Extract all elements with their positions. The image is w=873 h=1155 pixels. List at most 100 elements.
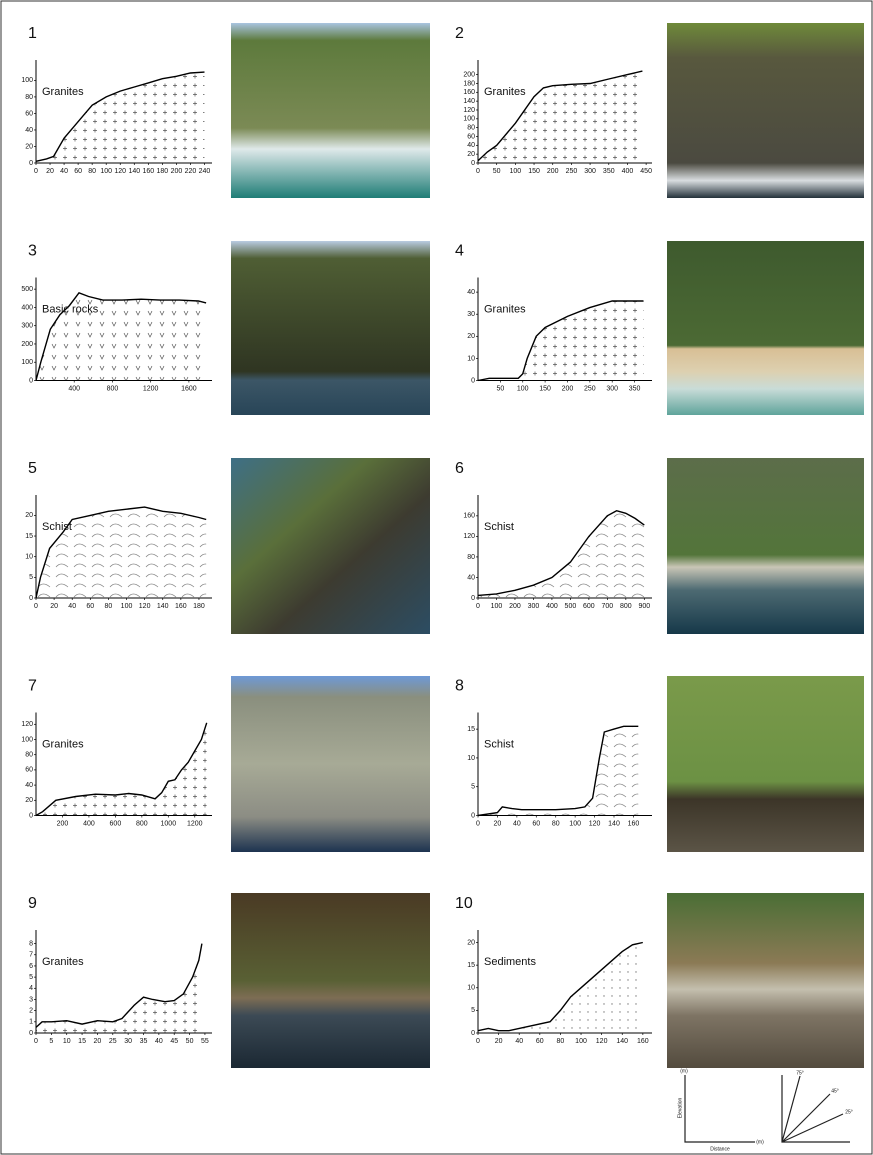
y-tick-label: 0 bbox=[29, 377, 33, 384]
y-tick-label: 180 bbox=[463, 80, 475, 87]
x-tick-label: 45 bbox=[170, 1038, 178, 1045]
x-tick-label: 100 bbox=[517, 385, 529, 392]
x-tick-label: 140 bbox=[128, 168, 140, 175]
y-tick-label: 120 bbox=[21, 721, 33, 728]
x-tick-label: 1200 bbox=[143, 385, 159, 392]
x-tick-label: 40 bbox=[513, 820, 521, 827]
x-tick-label: 0 bbox=[476, 168, 480, 175]
y-tick-label: 40 bbox=[467, 142, 475, 149]
panel-number: 5 bbox=[28, 460, 37, 477]
photo bbox=[667, 23, 864, 198]
x-tick-label: 0 bbox=[476, 820, 480, 827]
key-angle: 45° bbox=[831, 1088, 839, 1094]
y-tick-label: 15 bbox=[467, 726, 475, 733]
y-tick-label: 500 bbox=[21, 286, 33, 293]
y-tick-label: 80 bbox=[25, 94, 33, 101]
y-tick-label: 5 bbox=[29, 574, 33, 581]
x-tick-label: 0 bbox=[34, 168, 38, 175]
panel-number: 4 bbox=[455, 243, 464, 260]
rock-label: Granites bbox=[42, 738, 84, 750]
panel-number: 10 bbox=[455, 895, 473, 912]
panel-number: 3 bbox=[28, 243, 37, 260]
key-y-unit: (m) bbox=[680, 1068, 688, 1074]
y-tick-label: 4 bbox=[29, 985, 33, 992]
y-tick-label: 100 bbox=[21, 736, 33, 743]
y-tick-label: 15 bbox=[467, 962, 475, 969]
x-tick-label: 150 bbox=[528, 168, 540, 175]
x-tick-label: 100 bbox=[100, 168, 112, 175]
key-y-label: Elevation bbox=[677, 1098, 683, 1119]
y-tick-label: 80 bbox=[467, 554, 475, 561]
photo bbox=[667, 893, 864, 1068]
y-tick-label: 40 bbox=[467, 289, 475, 296]
y-tick-label: 10 bbox=[25, 554, 33, 561]
y-tick-label: 5 bbox=[471, 784, 475, 791]
x-tick-label: 60 bbox=[536, 1038, 544, 1045]
y-tick-label: 10 bbox=[467, 755, 475, 762]
panel-number: 7 bbox=[28, 678, 37, 695]
x-tick-label: 60 bbox=[86, 603, 94, 610]
x-tick-label: 220 bbox=[185, 168, 197, 175]
x-tick-label: 80 bbox=[105, 603, 113, 610]
x-tick-label: 120 bbox=[139, 603, 151, 610]
x-tick-label: 400 bbox=[622, 168, 634, 175]
x-tick-label: 100 bbox=[569, 820, 581, 827]
x-tick-label: 800 bbox=[136, 820, 148, 827]
rock-label: Schist bbox=[42, 521, 72, 533]
y-tick-label: 120 bbox=[463, 533, 475, 540]
x-tick-label: 35 bbox=[140, 1038, 148, 1045]
x-tick-label: 160 bbox=[628, 820, 640, 827]
y-tick-label: 200 bbox=[463, 71, 475, 78]
y-tick-label: 7 bbox=[29, 952, 33, 959]
x-tick-label: 30 bbox=[124, 1038, 132, 1045]
photo bbox=[231, 241, 430, 415]
y-tick-label: 1 bbox=[29, 1019, 33, 1026]
y-tick-label: 15 bbox=[25, 533, 33, 540]
x-tick-label: 40 bbox=[60, 168, 68, 175]
x-tick-label: 40 bbox=[68, 603, 76, 610]
key-x-unit: (m) bbox=[756, 1139, 764, 1145]
x-tick-label: 15 bbox=[78, 1038, 86, 1045]
y-tick-label: 2 bbox=[29, 1007, 33, 1014]
y-tick-label: 0 bbox=[29, 1030, 33, 1037]
x-tick-label: 450 bbox=[640, 168, 652, 175]
y-tick-label: 20 bbox=[467, 151, 475, 158]
x-tick-label: 240 bbox=[199, 168, 211, 175]
page: {"chart_data": [ {"type": "area", "title… bbox=[0, 0, 873, 1155]
x-tick-label: 55 bbox=[201, 1038, 209, 1045]
photo bbox=[667, 458, 864, 634]
x-tick-label: 60 bbox=[532, 820, 540, 827]
y-tick-label: 40 bbox=[467, 574, 475, 581]
x-tick-label: 80 bbox=[88, 168, 96, 175]
x-tick-label: 40 bbox=[155, 1038, 163, 1045]
x-tick-label: 160 bbox=[175, 603, 187, 610]
rock-label: Granites bbox=[484, 86, 526, 98]
rock-label: Schist bbox=[484, 738, 514, 750]
x-tick-label: 100 bbox=[510, 168, 522, 175]
x-tick-label: 0 bbox=[476, 1038, 480, 1045]
x-tick-label: 100 bbox=[121, 603, 133, 610]
y-tick-label: 300 bbox=[21, 323, 33, 330]
x-tick-label: 300 bbox=[528, 603, 540, 610]
x-tick-label: 700 bbox=[602, 603, 614, 610]
x-tick-label: 25 bbox=[109, 1038, 117, 1045]
y-tick-label: 30 bbox=[467, 311, 475, 318]
x-tick-label: 120 bbox=[596, 1038, 608, 1045]
y-tick-label: 80 bbox=[467, 124, 475, 131]
y-tick-label: 0 bbox=[29, 160, 33, 167]
y-tick-label: 0 bbox=[471, 595, 475, 602]
y-tick-label: 140 bbox=[463, 98, 475, 105]
y-tick-label: 0 bbox=[471, 1030, 475, 1037]
x-tick-label: 1600 bbox=[181, 385, 197, 392]
y-tick-label: 0 bbox=[29, 812, 33, 819]
y-tick-label: 40 bbox=[25, 782, 33, 789]
x-tick-label: 350 bbox=[603, 168, 615, 175]
x-tick-label: 100 bbox=[575, 1038, 587, 1045]
x-tick-label: 500 bbox=[565, 603, 577, 610]
x-tick-label: 50 bbox=[496, 385, 504, 392]
x-tick-label: 150 bbox=[539, 385, 551, 392]
rock-label: Granites bbox=[42, 956, 84, 968]
x-tick-label: 200 bbox=[57, 820, 69, 827]
y-tick-label: 100 bbox=[21, 77, 33, 84]
x-tick-label: 0 bbox=[476, 603, 480, 610]
